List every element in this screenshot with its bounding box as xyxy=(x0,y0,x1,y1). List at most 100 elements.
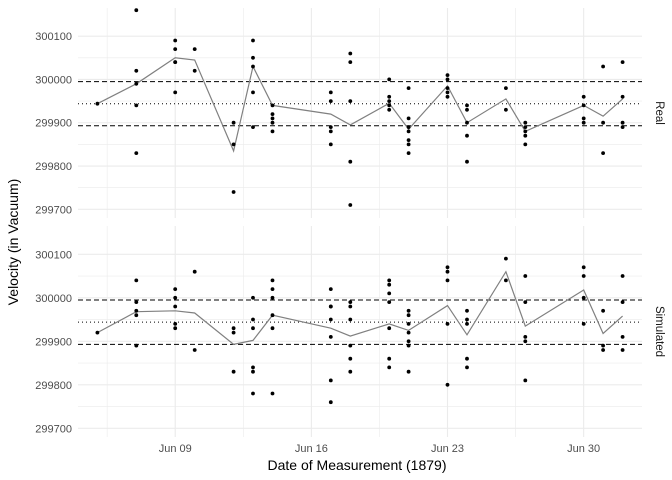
data-point xyxy=(406,322,411,326)
data-point xyxy=(523,120,528,125)
data-point xyxy=(251,391,255,396)
data-point xyxy=(348,343,353,348)
y-tick-label: 299800 xyxy=(35,161,72,173)
data-point xyxy=(173,295,178,300)
data-point xyxy=(328,99,333,103)
data-point xyxy=(523,300,528,304)
data-point xyxy=(620,274,625,278)
data-point xyxy=(406,125,411,129)
data-point xyxy=(387,99,392,103)
y-tick-label: 300000 xyxy=(35,74,72,86)
data-point xyxy=(504,256,508,261)
data-point xyxy=(465,103,469,108)
data-point xyxy=(387,77,392,82)
data-point xyxy=(270,278,275,283)
data-point xyxy=(445,90,450,95)
x-tick-label: Jun 16 xyxy=(295,443,328,455)
data-point xyxy=(270,103,275,108)
y-tick-label: 299900 xyxy=(35,118,72,130)
data-point xyxy=(387,300,392,304)
y-tick-label: 300100 xyxy=(35,31,72,43)
data-point xyxy=(406,339,411,344)
data-point xyxy=(270,116,275,121)
data-point xyxy=(387,103,392,108)
data-point xyxy=(173,326,178,331)
data-point xyxy=(581,295,586,300)
gridlines xyxy=(78,226,642,437)
data-point xyxy=(231,330,236,335)
y-tick-label: 300100 xyxy=(35,249,72,261)
data-point xyxy=(445,77,450,82)
data-point xyxy=(348,60,353,64)
data-point xyxy=(504,278,508,283)
panel-simulated: 299700 299800 299900 300000 300100 Simulated xyxy=(35,226,665,437)
data-point xyxy=(581,94,586,99)
data-point xyxy=(95,330,100,335)
data-point xyxy=(192,47,197,51)
data-point xyxy=(134,278,139,283)
data-point xyxy=(523,142,528,147)
data-point xyxy=(192,348,197,352)
data-point xyxy=(465,356,469,361)
data-point xyxy=(445,265,450,270)
data-point xyxy=(328,125,333,129)
data-point xyxy=(328,142,333,147)
data-point xyxy=(406,138,411,143)
data-point xyxy=(270,129,275,134)
data-point xyxy=(581,120,586,125)
daily-mean-line xyxy=(97,57,623,153)
data-point xyxy=(406,142,411,147)
data-point xyxy=(173,38,178,43)
data-point xyxy=(406,343,411,348)
data-point xyxy=(95,101,100,106)
x-tick-label: Jun 30 xyxy=(567,443,600,455)
data-point xyxy=(465,107,469,112)
data-point xyxy=(270,326,275,331)
data-point xyxy=(465,322,469,326)
data-point xyxy=(134,8,139,13)
panel-real: 299700 299800 299900 300000 300100 Real xyxy=(35,8,665,218)
data-point xyxy=(270,120,275,125)
data-point xyxy=(620,300,625,304)
data-point xyxy=(445,322,450,326)
data-point xyxy=(406,308,411,313)
data-point xyxy=(173,47,178,51)
data-point xyxy=(134,343,139,348)
data-point xyxy=(348,99,353,103)
data-point xyxy=(251,295,255,300)
data-point xyxy=(445,382,450,387)
data-point xyxy=(406,313,411,318)
data-point xyxy=(231,142,236,147)
data-point xyxy=(601,308,605,313)
data-point xyxy=(251,64,255,69)
data-point xyxy=(173,304,178,309)
data-point xyxy=(173,60,178,64)
data-point xyxy=(134,103,139,108)
data-point xyxy=(523,339,528,344)
points xyxy=(95,8,625,207)
data-point xyxy=(270,313,275,318)
y-tick-label: 300000 xyxy=(35,293,72,305)
data-point xyxy=(581,265,586,270)
data-point xyxy=(387,278,392,283)
data-point xyxy=(601,120,605,125)
data-point xyxy=(406,86,411,90)
points xyxy=(95,256,625,405)
data-point xyxy=(523,133,528,138)
data-point xyxy=(270,295,275,300)
data-point xyxy=(348,159,353,164)
data-point xyxy=(387,356,392,361)
data-point xyxy=(348,304,353,309)
data-point xyxy=(270,112,275,116)
data-point xyxy=(601,64,605,69)
data-point xyxy=(328,304,333,309)
data-point xyxy=(251,38,255,43)
data-point xyxy=(523,274,528,278)
data-point xyxy=(251,90,255,95)
data-point xyxy=(406,369,411,374)
data-point xyxy=(387,291,392,296)
data-point xyxy=(387,282,392,287)
gridlines xyxy=(78,8,642,218)
data-point xyxy=(231,326,236,331)
facet-strip-label: Real xyxy=(653,101,665,125)
